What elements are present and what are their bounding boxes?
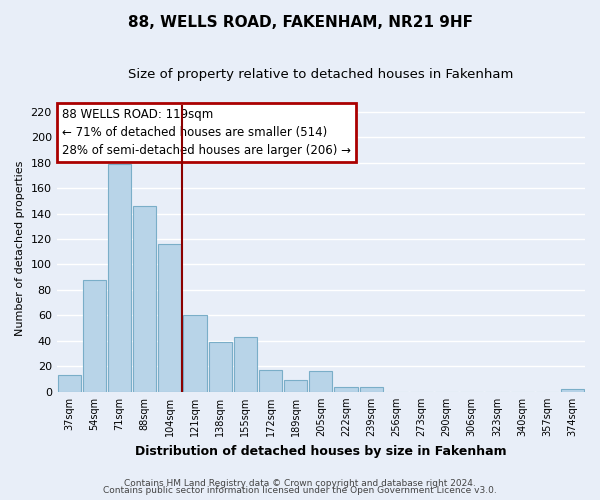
Bar [259, 370, 282, 392]
Bar [209, 342, 232, 392]
Bar [284, 380, 307, 392]
Bar [108, 164, 131, 392]
Bar [184, 316, 206, 392]
Bar [133, 206, 156, 392]
Bar [359, 386, 383, 392]
Bar [334, 386, 358, 392]
Text: 88, WELLS ROAD, FAKENHAM, NR21 9HF: 88, WELLS ROAD, FAKENHAM, NR21 9HF [128, 15, 473, 30]
Bar [158, 244, 181, 392]
Text: Contains public sector information licensed under the Open Government Licence v3: Contains public sector information licen… [103, 486, 497, 495]
Bar [234, 337, 257, 392]
Bar [309, 372, 332, 392]
Bar [561, 390, 584, 392]
Text: Contains HM Land Registry data © Crown copyright and database right 2024.: Contains HM Land Registry data © Crown c… [124, 478, 476, 488]
X-axis label: Distribution of detached houses by size in Fakenham: Distribution of detached houses by size … [135, 444, 506, 458]
Bar [83, 280, 106, 392]
Title: Size of property relative to detached houses in Fakenham: Size of property relative to detached ho… [128, 68, 514, 80]
Y-axis label: Number of detached properties: Number of detached properties [15, 161, 25, 336]
Text: 88 WELLS ROAD: 119sqm
← 71% of detached houses are smaller (514)
28% of semi-det: 88 WELLS ROAD: 119sqm ← 71% of detached … [62, 108, 351, 157]
Bar [58, 376, 81, 392]
